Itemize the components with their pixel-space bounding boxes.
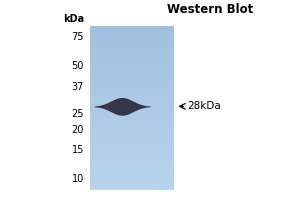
Text: 10: 10 [72,174,84,184]
Text: 20: 20 [72,125,84,135]
Text: Western Blot: Western Blot [167,3,253,16]
Text: 25: 25 [71,109,84,119]
Text: kDa: kDa [63,14,84,24]
Text: 37: 37 [72,82,84,92]
Text: 28kDa: 28kDa [188,101,221,111]
Text: 15: 15 [72,145,84,155]
Text: 50: 50 [72,61,84,71]
Text: 75: 75 [71,32,84,42]
